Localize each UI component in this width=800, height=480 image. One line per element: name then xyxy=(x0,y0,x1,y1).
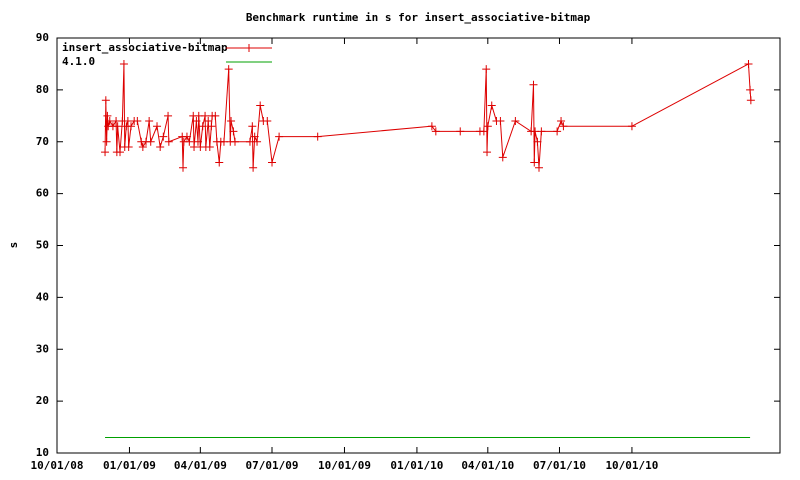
y-tick-label: 90 xyxy=(36,31,49,44)
point-marker xyxy=(201,111,210,120)
y-tick-label: 20 xyxy=(36,394,49,407)
point-marker xyxy=(102,137,111,146)
point-marker xyxy=(204,117,213,125)
point-marker xyxy=(746,85,755,94)
point-marker xyxy=(557,117,566,125)
point-marker xyxy=(553,127,562,136)
point-marker xyxy=(198,122,207,131)
y-tick-label: 10 xyxy=(36,446,49,459)
point-marker xyxy=(159,132,168,141)
point-marker xyxy=(482,65,491,74)
point-marker xyxy=(146,137,155,146)
point-marker xyxy=(487,101,496,110)
point-marker xyxy=(268,158,277,167)
point-marker xyxy=(127,122,136,131)
point-marker xyxy=(744,59,753,68)
point-marker xyxy=(119,59,128,68)
y-tick-label: 30 xyxy=(36,342,49,355)
point-marker xyxy=(205,142,214,151)
point-marker xyxy=(153,122,162,131)
point-marker xyxy=(275,132,284,141)
point-marker xyxy=(248,122,257,131)
point-marker xyxy=(529,80,538,89)
point-marker xyxy=(535,163,543,172)
y-tick-label: 40 xyxy=(36,290,49,303)
point-marker xyxy=(250,132,259,141)
point-marker xyxy=(456,127,465,136)
point-marker xyxy=(313,132,322,141)
point-marker xyxy=(193,137,202,146)
point-marker xyxy=(559,122,568,131)
y-tick-label: 60 xyxy=(36,187,49,200)
point-marker xyxy=(179,163,188,172)
point-marker xyxy=(113,122,122,131)
legend-label: insert_associative-bitmap xyxy=(62,41,228,54)
point-marker xyxy=(245,137,254,146)
point-marker xyxy=(103,111,112,120)
point-marker xyxy=(537,127,546,136)
x-tick-label: 07/01/10 xyxy=(533,459,586,472)
point-marker xyxy=(249,163,258,172)
point-marker xyxy=(215,158,224,167)
point-marker xyxy=(124,142,133,151)
point-marker xyxy=(479,127,488,136)
point-marker xyxy=(133,117,142,125)
point-marker xyxy=(224,65,233,74)
point-marker xyxy=(263,117,272,125)
point-marker xyxy=(427,122,436,131)
point-marker xyxy=(431,127,440,136)
point-marker xyxy=(253,137,262,146)
point-marker xyxy=(483,122,492,131)
point-marker xyxy=(511,117,520,125)
y-tick-label: 80 xyxy=(36,83,49,96)
point-marker xyxy=(156,142,165,151)
x-tick-label: 01/01/10 xyxy=(390,459,443,472)
x-tick-label: 10/01/09 xyxy=(318,459,371,472)
point-marker xyxy=(164,111,173,120)
chart-title: Benchmark runtime in s for insert_associ… xyxy=(246,11,591,24)
legend-label: 4.1.0 xyxy=(62,55,95,68)
point-marker xyxy=(211,111,220,120)
point-marker xyxy=(746,96,755,105)
point-marker xyxy=(229,127,238,136)
point-marker xyxy=(101,96,110,105)
legend-marker xyxy=(245,44,253,52)
x-tick-label: 10/01/10 xyxy=(605,459,658,472)
point-marker xyxy=(498,153,507,162)
point-marker xyxy=(101,148,110,157)
point-marker xyxy=(530,158,539,167)
y-axis-label: s xyxy=(7,242,20,249)
point-marker xyxy=(138,142,147,151)
point-marker xyxy=(533,137,542,146)
x-tick-label: 04/01/10 xyxy=(461,459,514,472)
point-marker xyxy=(116,148,125,157)
point-marker xyxy=(164,137,173,146)
y-tick-label: 70 xyxy=(36,135,49,148)
x-tick-label: 07/01/09 xyxy=(246,459,299,472)
point-marker xyxy=(145,117,154,125)
x-tick-label: 01/01/09 xyxy=(103,459,156,472)
x-tick-label: 04/01/09 xyxy=(174,459,227,472)
point-marker xyxy=(256,101,265,110)
y-tick-label: 50 xyxy=(36,239,49,252)
x-tick-label: 10/01/08 xyxy=(31,459,84,472)
point-marker xyxy=(207,122,216,131)
point-marker xyxy=(185,137,194,146)
point-marker xyxy=(192,117,201,125)
point-marker xyxy=(483,148,492,157)
point-marker xyxy=(227,117,236,125)
point-marker xyxy=(496,117,505,125)
point-marker xyxy=(230,137,239,146)
point-marker xyxy=(627,122,636,131)
point-marker xyxy=(182,132,191,141)
